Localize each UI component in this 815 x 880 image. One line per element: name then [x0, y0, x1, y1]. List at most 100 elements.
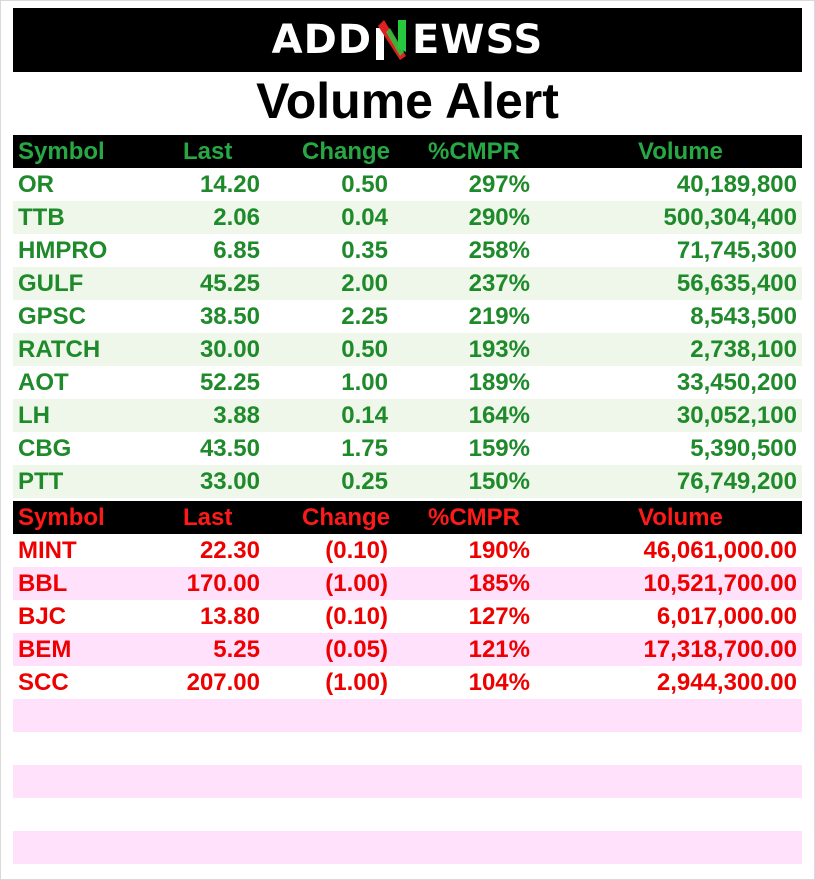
- cell-last: [153, 831, 265, 864]
- cell-symbol: BEM: [13, 633, 153, 666]
- cell-change: 0.14: [265, 399, 393, 432]
- cell-volume: 6,017,000.00: [656, 602, 797, 630]
- cell-cmpr: 104%: [468, 668, 530, 696]
- table-row: [13, 765, 802, 798]
- gainers-table: Symbol Last Change %CMPR Volume OR 14.20 0…: [13, 135, 802, 498]
- cell-symbol: TTB: [13, 201, 153, 234]
- cell-symbol: [13, 831, 153, 864]
- table-row: [13, 831, 802, 864]
- page-title: Volume Alert: [256, 73, 559, 129]
- table-row: OR 14.20 0.50 297% 40,189,800: [13, 168, 802, 201]
- cell-volume: 8,543,500: [690, 302, 797, 330]
- cell-last: 43.50: [199, 434, 260, 462]
- cell-cmpr: 159%: [468, 434, 530, 462]
- cell-last: 52.25: [199, 368, 260, 396]
- cell-symbol: [13, 765, 153, 798]
- logo-text-right: EWSS: [412, 17, 544, 63]
- cell-symbol: RATCH: [13, 333, 153, 366]
- cell-cmpr: 258%: [468, 236, 530, 264]
- cell-last: [153, 699, 265, 732]
- cell-symbol: SCC: [18, 668, 69, 696]
- table-row: [13, 732, 802, 765]
- cell-symbol: LH: [13, 399, 153, 432]
- cell-cmpr: 185%: [393, 567, 535, 600]
- header-last: Last: [153, 135, 265, 168]
- header-volume: Volume: [535, 135, 802, 168]
- cell-change: 1.75: [341, 434, 388, 462]
- cell-change: 0.25: [265, 465, 393, 498]
- cell-last: 14.20: [199, 170, 260, 198]
- table-row: BJC 13.80 (0.10) 127% 6,017,000.00: [13, 600, 802, 633]
- cell-change: 2.00: [265, 267, 393, 300]
- cell-cmpr: 121%: [393, 633, 535, 666]
- cell-change: 0.50: [265, 333, 393, 366]
- losers-header-row: Symbol Last Change %CMPR Volume: [13, 501, 802, 534]
- table-row: SCC 207.00 (1.00) 104% 2,944,300.00: [13, 666, 802, 699]
- table-row: [13, 699, 802, 732]
- cell-cmpr: 190%: [468, 536, 530, 564]
- cell-last: [153, 765, 265, 798]
- cell-change: (1.00): [325, 668, 388, 696]
- cell-volume: [535, 765, 802, 798]
- cell-volume: 46,061,000.00: [643, 536, 797, 564]
- cell-last: 207.00: [186, 668, 260, 696]
- gainers-header-row: Symbol Last Change %CMPR Volume: [13, 135, 802, 168]
- cell-change: (1.00): [265, 567, 393, 600]
- cell-change: (0.05): [265, 633, 393, 666]
- header-change: Change: [265, 135, 393, 168]
- cell-cmpr: 193%: [393, 333, 535, 366]
- cell-symbol: HMPRO: [18, 236, 108, 264]
- table-row: LH 3.88 0.14 164% 30,052,100: [13, 399, 802, 432]
- cell-volume: 71,745,300: [676, 236, 797, 264]
- losers-table: Symbol Last Change %CMPR Volume MINT 22.3…: [13, 501, 802, 864]
- table-row: GULF 45.25 2.00 237% 56,635,400: [13, 267, 802, 300]
- cell-cmpr: 127%: [468, 602, 530, 630]
- logo-text-left: ADD: [271, 17, 373, 63]
- cell-volume: 5,390,500: [690, 434, 797, 462]
- table-row: [13, 798, 802, 831]
- cell-cmpr: 164%: [393, 399, 535, 432]
- cell-cmpr: 237%: [393, 267, 535, 300]
- table-row: GPSC 38.50 2.25 219% 8,543,500: [13, 300, 802, 333]
- cell-last: [153, 732, 265, 765]
- cell-symbol: [13, 699, 153, 732]
- cell-change: 0.04: [265, 201, 393, 234]
- cell-volume: [535, 732, 802, 765]
- cell-change: 2.25: [341, 302, 388, 330]
- cell-last: 170.00: [153, 567, 265, 600]
- cell-last: 33.00: [153, 465, 265, 498]
- cell-last: 6.85: [213, 236, 260, 264]
- cell-last: 5.25: [153, 633, 265, 666]
- table-row: BEM 5.25 (0.05) 121% 17,318,700.00: [13, 633, 802, 666]
- table-row: AOT 52.25 1.00 189% 33,450,200: [13, 366, 802, 399]
- cell-cmpr: [393, 732, 535, 765]
- cell-cmpr: 290%: [393, 201, 535, 234]
- cell-symbol: GULF: [13, 267, 153, 300]
- header-change: Change: [265, 501, 393, 534]
- header-volume: Volume: [535, 501, 802, 534]
- cell-symbol: CBG: [18, 434, 72, 462]
- cell-change: (0.10): [325, 536, 388, 564]
- cell-change: [265, 798, 393, 831]
- cell-last: 38.50: [199, 302, 260, 330]
- cell-change: [265, 765, 393, 798]
- table-row: HMPRO 6.85 0.35 258% 71,745,300: [13, 234, 802, 267]
- table-row: BBL 170.00 (1.00) 185% 10,521,700.00: [13, 567, 802, 600]
- cell-change: [265, 699, 393, 732]
- cell-volume: 10,521,700.00: [535, 567, 802, 600]
- table-row: RATCH 30.00 0.50 193% 2,738,100: [13, 333, 802, 366]
- cell-volume: 30,052,100: [535, 399, 802, 432]
- cell-change: 0.50: [341, 170, 388, 198]
- cell-last: 30.00: [153, 333, 265, 366]
- cell-volume: 33,450,200: [676, 368, 797, 396]
- cell-change: 0.35: [341, 236, 388, 264]
- cell-volume: [535, 699, 802, 732]
- cell-volume: [535, 831, 802, 864]
- cell-change: 1.00: [341, 368, 388, 396]
- cell-symbol: BBL: [13, 567, 153, 600]
- table-row: TTB 2.06 0.04 290% 500,304,400: [13, 201, 802, 234]
- cell-last: [153, 798, 265, 831]
- cell-cmpr: [393, 798, 535, 831]
- header-cmpr: %CMPR: [393, 135, 535, 168]
- cell-symbol: BJC: [18, 602, 67, 630]
